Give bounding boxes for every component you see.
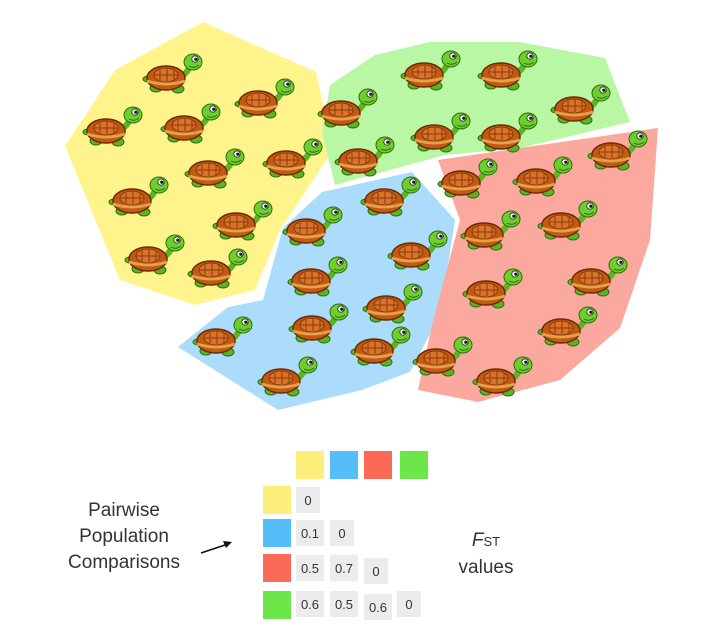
label-line: Comparisons: [68, 552, 180, 573]
fst-subscript: ST: [483, 534, 501, 549]
fst-f: F: [471, 530, 484, 551]
fst-word: values: [458, 557, 514, 578]
row-swatch-yellow: [263, 486, 291, 514]
fst-values-label: FST values: [436, 528, 536, 581]
fst-cell: 0.7: [330, 555, 358, 581]
population-map: [65, 22, 658, 410]
fst-cell: 0.6: [364, 594, 392, 620]
fst-cell: 0: [296, 487, 320, 513]
header-swatch-blue: [330, 451, 358, 479]
row-swatch-blue: [263, 519, 291, 547]
arrow-icon: [200, 541, 232, 554]
fst-cell: 0: [397, 591, 421, 617]
fst-cell: 0: [330, 520, 354, 546]
pairwise-comparisons-label: Pairwise Population Comparisons: [40, 498, 208, 576]
row-swatch-red: [263, 554, 291, 582]
fst-cell: 0.5: [296, 555, 324, 581]
header-swatch-green: [400, 451, 428, 479]
label-line: Pairwise: [88, 500, 160, 521]
fst-symbol: FST: [436, 528, 536, 555]
header-swatch-yellow: [296, 451, 324, 479]
fst-cell: 0.6: [296, 591, 324, 617]
label-line: Population: [79, 526, 169, 547]
row-swatch-green: [263, 591, 291, 619]
fst-cell: 0.1: [296, 520, 324, 546]
green-population-region: [322, 42, 630, 185]
fst-cell: 0: [364, 558, 388, 584]
header-swatch-red: [364, 451, 392, 479]
fst-cell: 0.5: [330, 591, 358, 617]
